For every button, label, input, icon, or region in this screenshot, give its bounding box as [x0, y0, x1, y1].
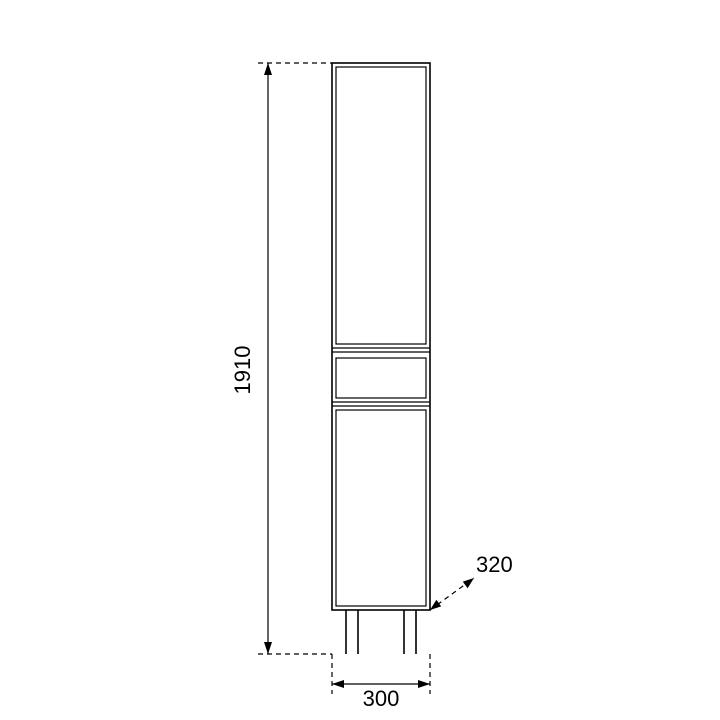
- dim-width-arrow-left: [332, 680, 344, 688]
- dim-width-arrow-right: [418, 680, 430, 688]
- dim-height-arrow-bot: [264, 642, 272, 654]
- dim-depth-arrow-in: [430, 600, 441, 610]
- dim-depth-arrow-out: [463, 578, 474, 588]
- dim-height: 1910: [230, 63, 332, 654]
- drawer-panel: [336, 358, 426, 398]
- cabinet-outline: [332, 63, 430, 610]
- cabinet-dimension-drawing: 1910 300 320: [0, 0, 720, 720]
- dim-depth-label: 320: [476, 552, 513, 577]
- dim-height-label: 1910: [230, 346, 255, 395]
- dim-width: 300: [332, 654, 430, 711]
- lower-door-panel: [336, 410, 426, 606]
- dim-width-label: 300: [363, 686, 400, 711]
- cabinet-legs: [346, 610, 416, 654]
- cabinet: [332, 63, 430, 654]
- upper-door-panel: [336, 67, 426, 344]
- dim-height-arrow-top: [264, 63, 272, 75]
- dim-depth: 320: [430, 552, 513, 610]
